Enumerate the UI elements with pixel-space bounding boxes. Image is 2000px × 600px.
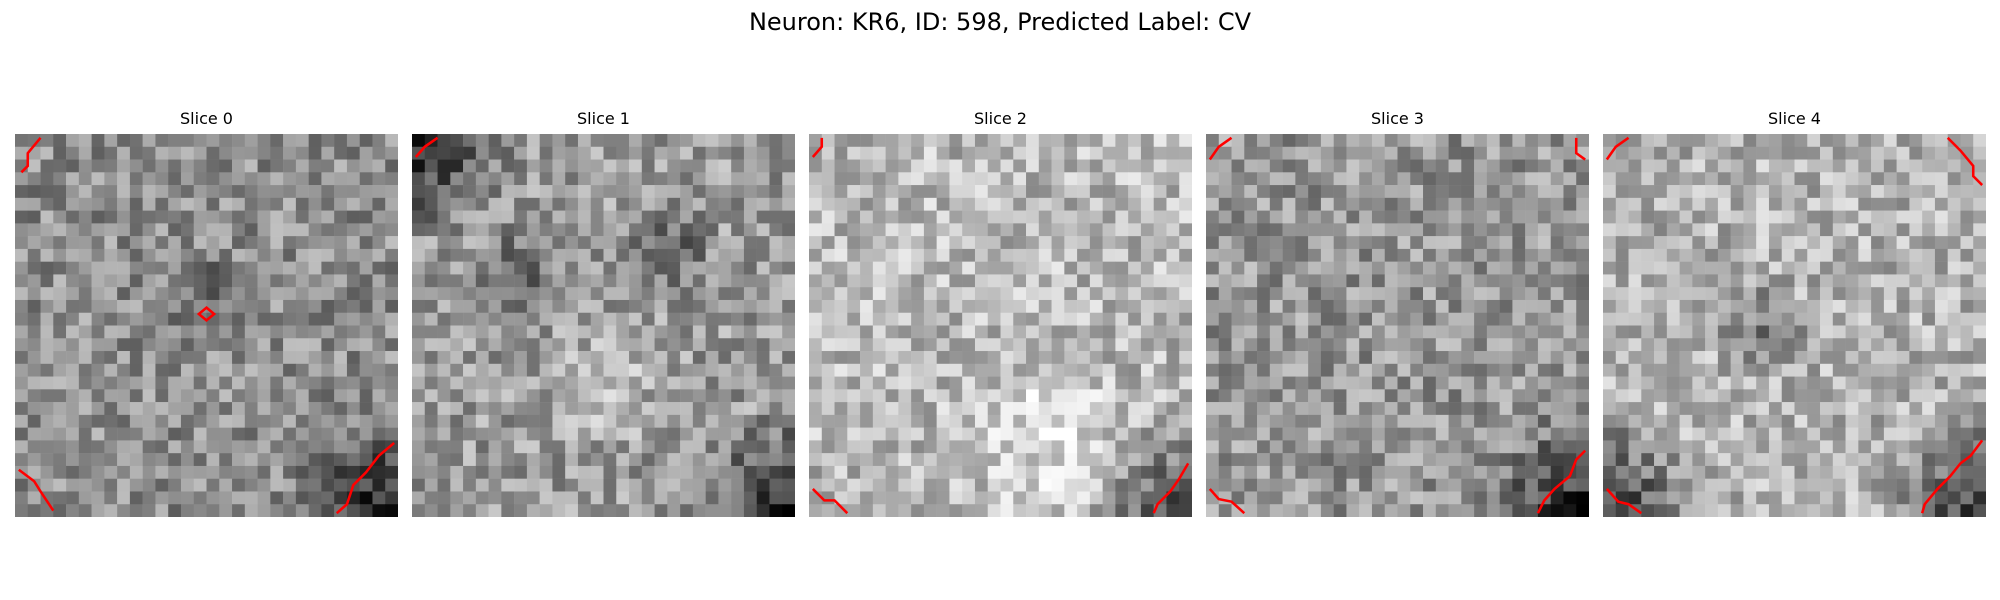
pixel-grid <box>1603 134 1986 517</box>
slice-title: Slice 1 <box>412 108 795 130</box>
slice-title: Slice 2 <box>809 108 1192 130</box>
pixel-grid <box>809 134 1192 517</box>
slice-image-3 <box>1206 134 1589 517</box>
slice-title: Slice 4 <box>1603 108 1986 130</box>
slice-image-4 <box>1603 134 1986 517</box>
figure-title: Neuron: KR6, ID: 598, Predicted Label: C… <box>0 6 2000 38</box>
slice-title: Slice 0 <box>15 108 398 130</box>
slice-title: Slice 3 <box>1206 108 1589 130</box>
pixel-grid <box>15 134 398 517</box>
slice-image-0 <box>15 134 398 517</box>
slice-image-2 <box>809 134 1192 517</box>
slice-image-1 <box>412 134 795 517</box>
pixel-grid <box>1206 134 1589 517</box>
pixel-grid <box>412 134 795 517</box>
